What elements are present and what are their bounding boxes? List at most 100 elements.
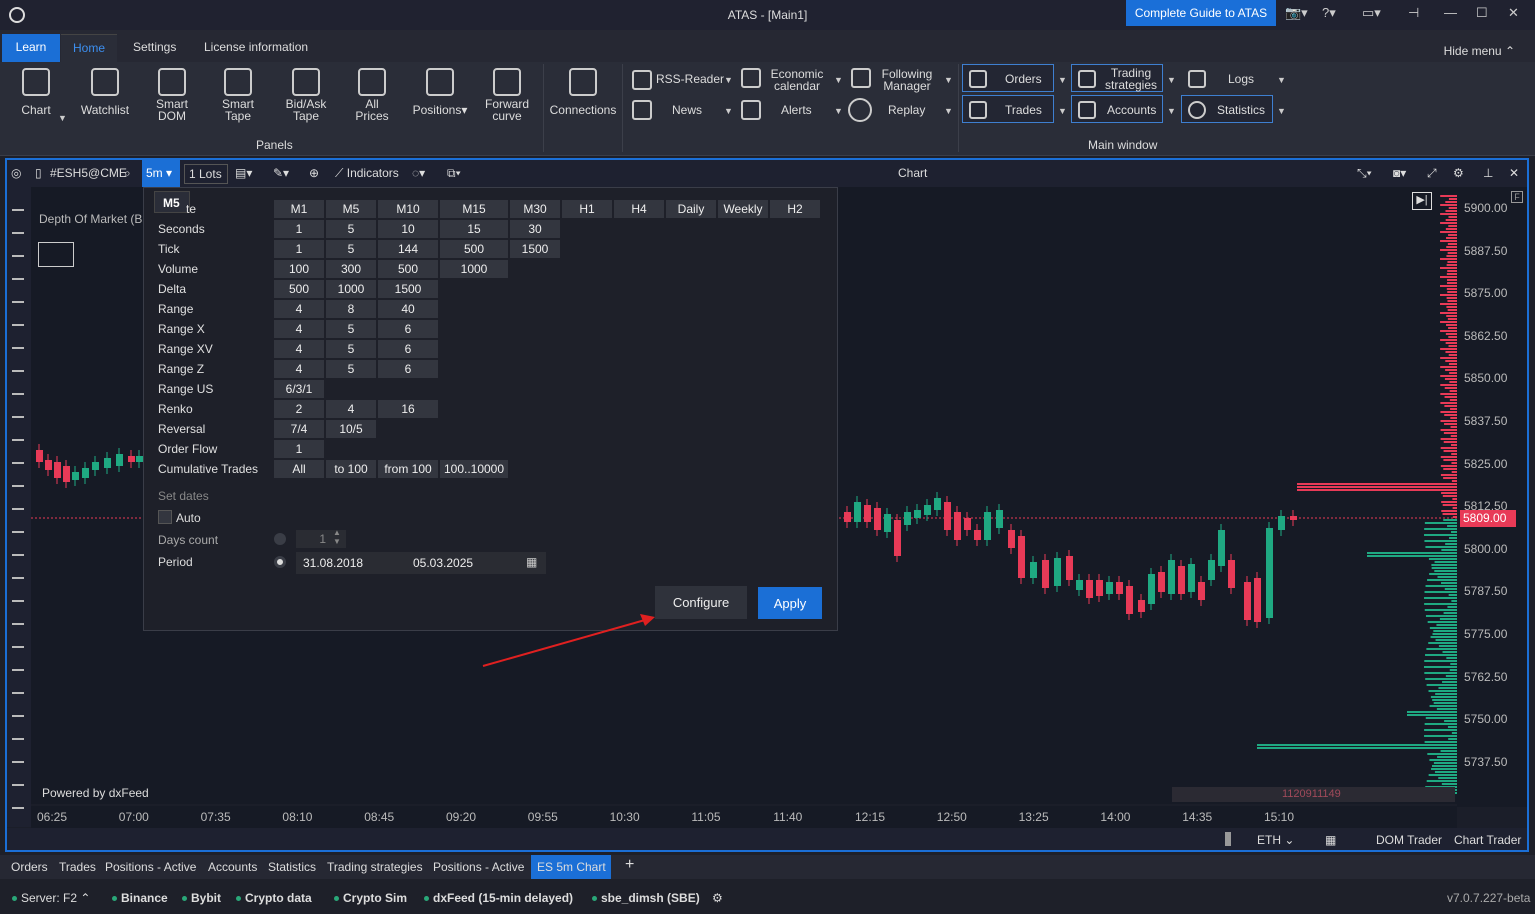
alerts-button[interactable]: Alerts (741, 100, 841, 122)
timeframe-cell[interactable]: 100..10000 (440, 460, 508, 478)
drawing-tool-icon[interactable] (12, 738, 24, 740)
stepper-arrows-icon[interactable]: ▲ ▼ (333, 528, 341, 546)
complete-guide-button[interactable]: Complete Guide to ATAS (1126, 0, 1276, 26)
replay-dropdown-icon[interactable]: ▼ (944, 106, 953, 116)
bottom-tab[interactable]: Trading strategies (327, 860, 423, 874)
price-axis[interactable] (1457, 187, 1527, 807)
indicators-button[interactable]: ⟋ Indicators (335, 166, 399, 180)
timeframe-h2[interactable]: H2 (770, 200, 820, 218)
economic-calendar-button[interactable]: Economic calendar (741, 68, 841, 92)
timeframe-cell[interactable]: 40 (378, 300, 438, 318)
pin-icon[interactable]: ⊣ (1408, 5, 1420, 20)
calendar-dropdown-icon[interactable]: ▼ (834, 75, 843, 85)
news-button[interactable]: News (632, 100, 732, 122)
bottom-tab[interactable]: ES 5m Chart (537, 860, 606, 874)
chart-trader-button[interactable]: Chart Trader (1454, 833, 1522, 847)
timeframe-cell[interactable]: 1000 (440, 260, 508, 278)
forward-curve-button[interactable]: Forward curve (484, 68, 530, 122)
timeframe-cell[interactable]: 1 (274, 240, 324, 258)
drawing-tool-icon[interactable] (12, 600, 24, 602)
period-radio[interactable] (274, 556, 286, 568)
timeframe-cell[interactable]: 5 (326, 220, 376, 238)
bottom-tab[interactable]: Statistics (268, 860, 317, 874)
timeframe-cell[interactable]: 1 (274, 220, 324, 238)
pin-icon[interactable]: ⊥ (1483, 166, 1494, 180)
collapse-icon[interactable]: ⤡▾ (1357, 166, 1372, 180)
timeframe-cell[interactable]: 500 (440, 240, 508, 258)
timeframe-cell[interactable]: 30 (510, 220, 560, 238)
watchlist-button[interactable]: Watchlist (78, 68, 132, 116)
all-prices-button[interactable]: All Prices (350, 68, 394, 122)
drawing-tool-icon[interactable] (12, 462, 24, 464)
apply-button[interactable]: Apply (758, 587, 822, 619)
f-icon[interactable]: F (1511, 191, 1523, 203)
smart-tape-button[interactable]: Smart Tape (216, 68, 260, 122)
zoom-icon[interactable]: ⊕ (309, 166, 320, 180)
feed-status[interactable]: Crypto Sim (334, 891, 407, 905)
add-tab-icon[interactable]: + (625, 856, 635, 873)
rss-reader-button[interactable]: RSS-Reader (632, 70, 732, 92)
timeframe-cell[interactable]: 5 (326, 320, 376, 338)
positions-button[interactable]: Positions▾ (410, 68, 470, 116)
help-icon[interactable]: ?▾ (1322, 5, 1336, 20)
timeframe-cell[interactable]: 4 (326, 400, 376, 418)
timeframe-cell[interactable]: 6 (378, 320, 438, 338)
pencil-icon[interactable]: ✎▾ (273, 166, 290, 180)
orders-button[interactable]: Orders (962, 64, 1054, 92)
accounts-button[interactable]: Accounts (1071, 95, 1163, 123)
tab-home[interactable]: Home (61, 34, 117, 62)
scroll-to-end-icon[interactable]: ▶| (1412, 192, 1432, 210)
logs-dropdown-icon[interactable]: ▼ (1277, 75, 1286, 85)
timeframe-m10[interactable]: M10 (378, 200, 438, 218)
timeframe-daily[interactable]: Daily (666, 200, 716, 218)
drawing-tool-icon[interactable] (12, 232, 24, 234)
drawing-tool-icon[interactable] (12, 439, 24, 441)
drawing-tool-icon[interactable] (12, 301, 24, 303)
drawing-tool-icon[interactable] (12, 416, 24, 418)
feed-status[interactable]: Crypto data (236, 891, 312, 905)
bottom-tab[interactable]: Positions - Active (105, 860, 197, 874)
timeframe-weekly[interactable]: Weekly (718, 200, 768, 218)
timeframe-cell[interactable]: 2 (274, 400, 324, 418)
timeframe-h1[interactable]: H1 (562, 200, 612, 218)
drawing-tool-icon[interactable] (12, 485, 24, 487)
dom-trader-button[interactable]: DOM Trader (1376, 833, 1443, 847)
timeframe-cell[interactable]: 1500 (378, 280, 438, 298)
timeframe-cell[interactable]: 500 (378, 260, 438, 278)
timeframe-cell[interactable]: from 100 (378, 460, 438, 478)
bid-ask-tape-button[interactable]: Bid/Ask Tape (282, 68, 330, 122)
period-from-input[interactable]: 31.08.2018 (296, 552, 406, 574)
timeframe-cell[interactable]: 10 (378, 220, 438, 238)
timeframe-cell[interactable]: 1000 (326, 280, 376, 298)
timeframe-cell[interactable]: All (274, 460, 324, 478)
time-axis[interactable] (31, 806, 1457, 828)
drawing-tool-icon[interactable] (12, 669, 24, 671)
chart-button[interactable]: Chart (14, 68, 58, 116)
timeframe-cell[interactable]: 100 (274, 260, 324, 278)
timeframe-m30[interactable]: M30 (510, 200, 560, 218)
connections-button[interactable]: Connections (548, 68, 618, 116)
timeframe-m15[interactable]: M15 (440, 200, 508, 218)
timeframe-cell[interactable]: 5 (326, 340, 376, 358)
strategies-dropdown-icon[interactable]: ▼ (1167, 75, 1176, 85)
flag-icon[interactable]: ▭▾ (1362, 5, 1381, 20)
days-count-input[interactable]: 1 (296, 530, 346, 548)
timeframe-cell[interactable]: 6 (378, 340, 438, 358)
drawing-tool-icon[interactable] (12, 646, 24, 648)
chart-dropdown-icon[interactable]: ▼ (58, 113, 67, 123)
timeframe-cell[interactable]: 5 (326, 360, 376, 378)
camera-icon[interactable]: 📷▾ (1285, 5, 1308, 20)
timeframe-selector[interactable]: 5m ▾ (142, 160, 180, 187)
timeframe-cell[interactable]: 4 (274, 360, 324, 378)
target-icon[interactable]: ◌▾ (412, 166, 426, 180)
alerts-dropdown-icon[interactable]: ▼ (834, 106, 843, 116)
timeframe-m1[interactable]: M1 (274, 200, 324, 218)
feed-status[interactable]: dxFeed (15-min delayed) (424, 891, 573, 905)
news-dropdown-icon[interactable]: ▼ (724, 106, 733, 116)
timeframe-cell[interactable]: 500 (274, 280, 324, 298)
timeframe-cell[interactable]: 1500 (510, 240, 560, 258)
configure-button[interactable]: Configure (655, 586, 747, 619)
timeframe-cell[interactable]: 6 (378, 360, 438, 378)
bottom-tab[interactable]: Accounts (208, 860, 258, 874)
instrument-label[interactable]: #ESH5@CME (50, 166, 127, 180)
